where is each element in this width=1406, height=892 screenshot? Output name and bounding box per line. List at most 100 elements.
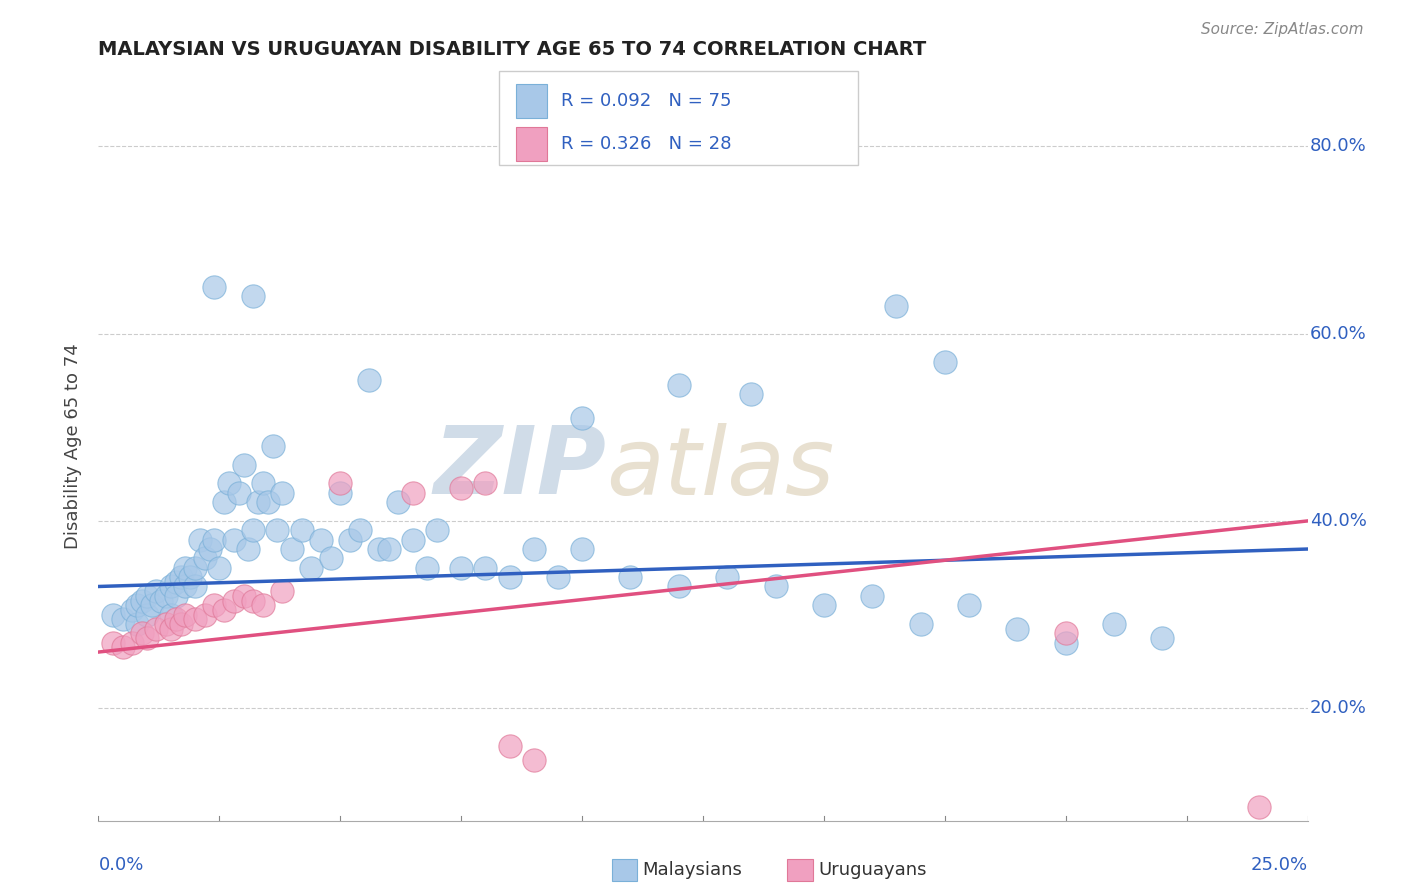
Text: ZIP: ZIP: [433, 423, 606, 515]
Point: [174, 607, 197, 622]
Point: [131, 626, 153, 640]
Point: [1102, 617, 1125, 632]
Point: [523, 753, 546, 767]
Point: [299, 561, 322, 575]
Point: [160, 622, 183, 636]
Point: [174, 580, 197, 594]
Point: [212, 603, 235, 617]
Point: [127, 617, 149, 632]
Point: [262, 439, 284, 453]
Point: [271, 584, 294, 599]
Point: [160, 580, 183, 594]
Point: [218, 476, 240, 491]
Point: [101, 635, 124, 649]
Point: [198, 541, 221, 557]
Text: Malaysians: Malaysians: [643, 861, 742, 879]
Point: [204, 280, 226, 294]
Point: [194, 551, 217, 566]
Point: [319, 551, 342, 566]
Point: [111, 612, 134, 626]
Point: [813, 599, 835, 613]
Point: [1054, 626, 1077, 640]
Point: [252, 476, 274, 491]
Text: atlas: atlas: [606, 423, 835, 514]
Point: [571, 410, 593, 425]
Point: [145, 622, 167, 636]
Text: R = 0.326   N = 28: R = 0.326 N = 28: [561, 136, 731, 153]
Point: [290, 523, 312, 537]
Point: [165, 589, 187, 603]
Point: [155, 589, 177, 603]
Point: [179, 570, 201, 584]
Point: [547, 570, 569, 584]
Point: [232, 458, 254, 472]
Point: [121, 635, 143, 649]
Point: [174, 561, 197, 575]
Point: [474, 561, 496, 575]
Point: [474, 476, 496, 491]
Point: [402, 485, 425, 500]
Point: [377, 541, 399, 557]
Text: 80.0%: 80.0%: [1310, 137, 1367, 155]
Point: [127, 599, 149, 613]
Point: [238, 541, 260, 557]
Point: [141, 599, 163, 613]
Point: [266, 523, 288, 537]
Point: [498, 739, 520, 753]
Point: [716, 570, 738, 584]
Text: MALAYSIAN VS URUGUAYAN DISABILITY AGE 65 TO 74 CORRELATION CHART: MALAYSIAN VS URUGUAYAN DISABILITY AGE 65…: [98, 40, 927, 59]
Point: [339, 533, 361, 547]
Point: [242, 523, 264, 537]
Point: [571, 541, 593, 557]
Point: [359, 373, 381, 387]
Point: [184, 561, 207, 575]
Point: [150, 593, 173, 607]
Point: [160, 607, 183, 622]
Text: 20.0%: 20.0%: [1310, 699, 1367, 717]
Text: 40.0%: 40.0%: [1310, 512, 1367, 530]
Point: [204, 533, 226, 547]
Point: [1249, 799, 1271, 814]
Point: [194, 607, 217, 622]
Point: [523, 541, 546, 557]
Point: [204, 599, 226, 613]
Point: [247, 495, 270, 509]
Point: [131, 593, 153, 607]
Point: [740, 387, 762, 401]
Point: [402, 533, 425, 547]
Point: [329, 476, 352, 491]
Point: [450, 481, 472, 495]
Point: [910, 617, 932, 632]
Point: [498, 570, 520, 584]
Point: [169, 617, 191, 632]
Point: [135, 607, 157, 622]
Point: [668, 378, 690, 392]
Point: [957, 599, 980, 613]
Point: [242, 289, 264, 303]
Text: Uruguayans: Uruguayans: [818, 861, 927, 879]
Text: Source: ZipAtlas.com: Source: ZipAtlas.com: [1201, 22, 1364, 37]
Point: [208, 561, 231, 575]
Point: [619, 570, 641, 584]
Point: [765, 580, 787, 594]
Point: [860, 589, 883, 603]
Text: 60.0%: 60.0%: [1310, 325, 1367, 343]
Point: [232, 589, 254, 603]
Text: R = 0.092   N = 75: R = 0.092 N = 75: [561, 93, 731, 111]
Point: [349, 523, 371, 537]
Point: [329, 485, 352, 500]
Text: 0.0%: 0.0%: [98, 855, 143, 873]
Point: [184, 580, 207, 594]
Y-axis label: Disability Age 65 to 74: Disability Age 65 to 74: [65, 343, 83, 549]
Point: [368, 541, 391, 557]
Point: [165, 612, 187, 626]
Point: [145, 584, 167, 599]
Point: [426, 523, 449, 537]
Point: [416, 561, 439, 575]
Point: [165, 574, 187, 589]
Text: 25.0%: 25.0%: [1250, 855, 1308, 873]
Point: [184, 612, 207, 626]
Point: [256, 495, 278, 509]
Point: [1007, 622, 1029, 636]
Point: [212, 495, 235, 509]
